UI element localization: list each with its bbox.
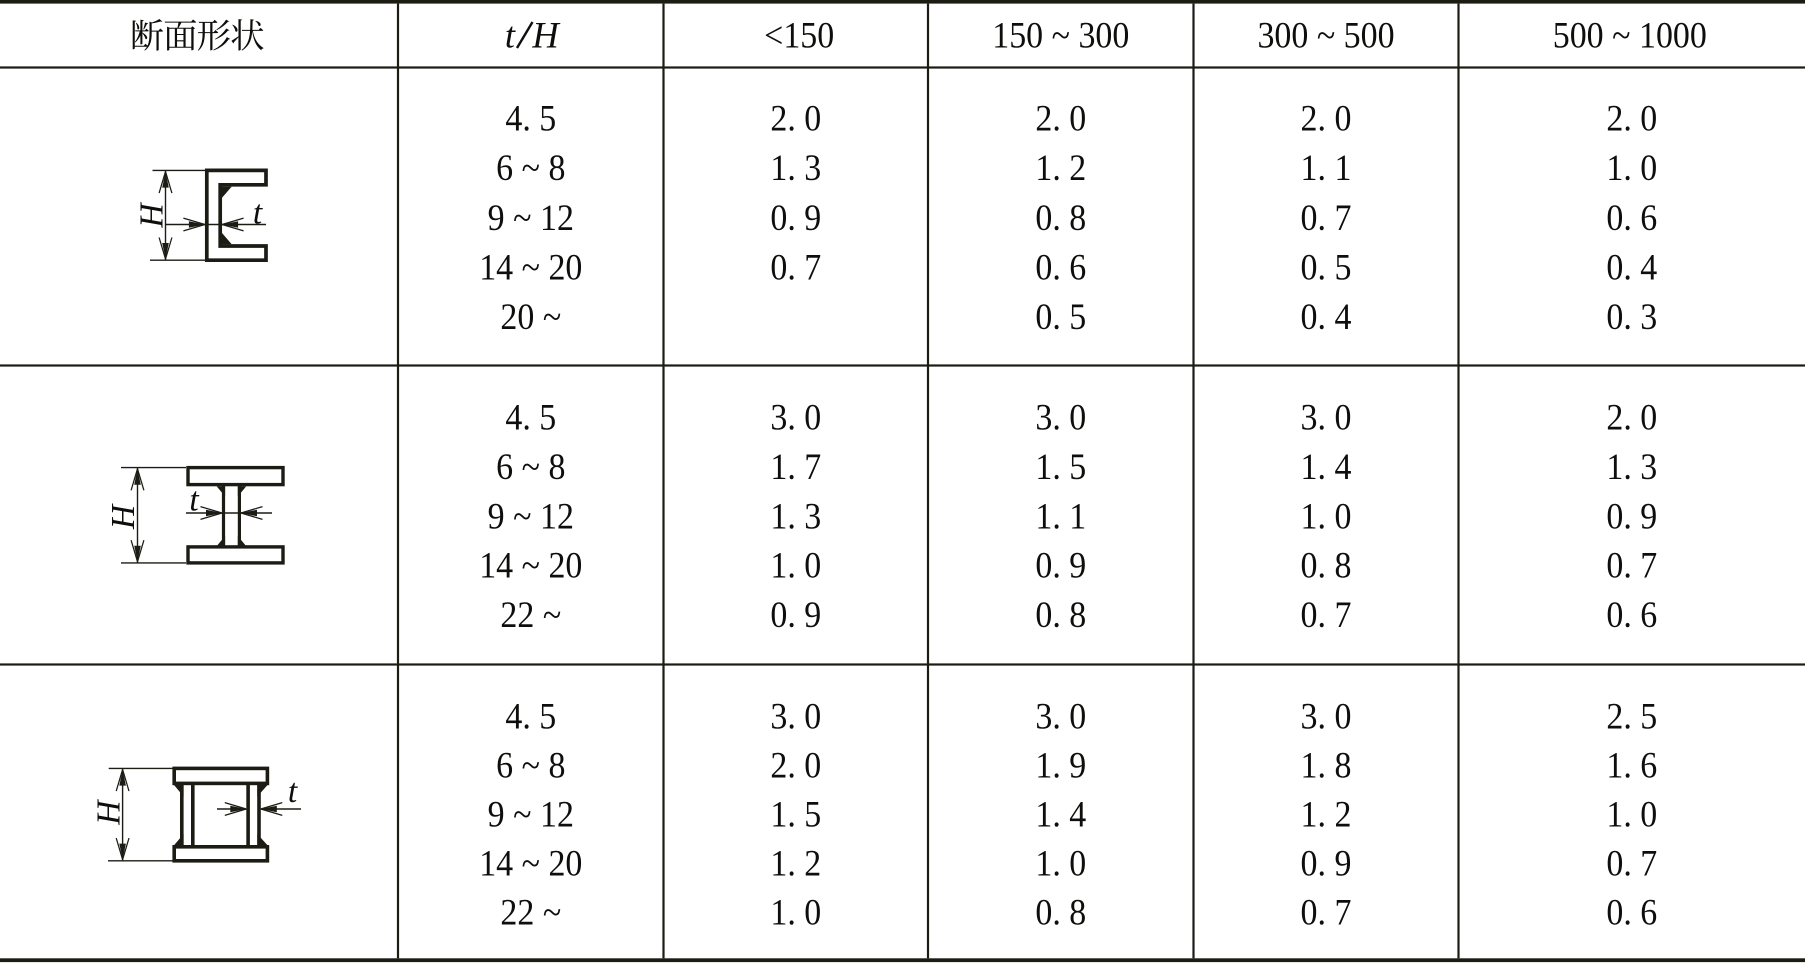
svg-text:1. 2: 1. 2 — [1035, 148, 1086, 188]
svg-text:14 ~ 20: 14 ~ 20 — [479, 843, 582, 883]
svg-text:0. 6: 0. 6 — [1035, 247, 1086, 287]
svg-text:1. 3: 1. 3 — [1606, 447, 1657, 487]
svg-text:3. 0: 3. 0 — [1035, 696, 1086, 736]
svg-text:t: t — [189, 482, 199, 519]
svg-text:2. 0: 2. 0 — [1035, 98, 1086, 138]
svg-text:2. 0: 2. 0 — [1301, 98, 1352, 138]
svg-text:0. 8: 0. 8 — [1035, 892, 1086, 932]
svg-text:1. 3: 1. 3 — [770, 148, 821, 188]
svg-text:3. 0: 3. 0 — [1301, 696, 1352, 736]
svg-text:2. 0: 2. 0 — [1606, 98, 1657, 138]
svg-text:t: t — [253, 195, 263, 232]
svg-text:4. 5: 4. 5 — [505, 98, 556, 138]
svg-text:3. 0: 3. 0 — [1301, 397, 1352, 437]
svg-text:2. 0: 2. 0 — [770, 745, 821, 785]
svg-text:0. 4: 0. 4 — [1301, 297, 1352, 337]
svg-text:300 ~ 500: 300 ~ 500 — [1257, 15, 1394, 55]
svg-text:6 ~ 8: 6 ~ 8 — [496, 148, 565, 188]
svg-text:1. 3: 1. 3 — [770, 496, 821, 536]
svg-text:t: t — [288, 773, 298, 810]
svg-text:500 ~ 1000: 500 ~ 1000 — [1553, 15, 1707, 55]
svg-text:9 ~ 12: 9 ~ 12 — [488, 794, 574, 834]
svg-text:1. 0: 1. 0 — [770, 892, 821, 932]
svg-text:t: t — [505, 15, 516, 56]
svg-text:20 ~: 20 ~ — [500, 297, 561, 337]
svg-text:6 ~ 8: 6 ~ 8 — [496, 447, 565, 487]
svg-text:0. 6: 0. 6 — [1606, 595, 1657, 635]
svg-text:0. 7: 0. 7 — [1301, 595, 1352, 635]
svg-text:1. 8: 1. 8 — [1301, 745, 1352, 785]
svg-text:2. 5: 2. 5 — [1606, 696, 1657, 736]
svg-text:1. 1: 1. 1 — [1035, 496, 1086, 536]
svg-text:1. 4: 1. 4 — [1301, 447, 1352, 487]
svg-text:1. 0: 1. 0 — [1035, 843, 1086, 883]
svg-text:6 ~ 8: 6 ~ 8 — [496, 745, 565, 785]
svg-text:3. 0: 3. 0 — [770, 696, 821, 736]
svg-text:0. 9: 0. 9 — [1301, 843, 1352, 883]
svg-text:H: H — [134, 202, 171, 229]
svg-text:1. 6: 1. 6 — [1606, 745, 1657, 785]
svg-text:0. 6: 0. 6 — [1606, 892, 1657, 932]
svg-text:1. 7: 1. 7 — [770, 447, 821, 487]
svg-text:3. 0: 3. 0 — [770, 397, 821, 437]
svg-text:0. 8: 0. 8 — [1301, 545, 1352, 585]
svg-text:3. 0: 3. 0 — [1035, 397, 1086, 437]
svg-text:0. 5: 0. 5 — [1301, 247, 1352, 287]
svg-text:0. 9: 0. 9 — [1035, 545, 1086, 585]
svg-text:14 ~ 20: 14 ~ 20 — [479, 545, 582, 585]
svg-text:0. 9: 0. 9 — [1606, 496, 1657, 536]
svg-text:1. 5: 1. 5 — [770, 794, 821, 834]
svg-text:1. 0: 1. 0 — [1606, 794, 1657, 834]
svg-text:0. 7: 0. 7 — [1606, 843, 1657, 883]
svg-text:150 ~ 300: 150 ~ 300 — [992, 15, 1129, 55]
svg-text:0. 7: 0. 7 — [1301, 892, 1352, 932]
svg-text:0. 4: 0. 4 — [1606, 247, 1657, 287]
svg-text:2. 0: 2. 0 — [770, 98, 821, 138]
svg-text:0. 8: 0. 8 — [1035, 198, 1086, 238]
svg-text:0. 7: 0. 7 — [1606, 545, 1657, 585]
svg-text:H: H — [531, 15, 560, 56]
svg-text:1. 0: 1. 0 — [1301, 496, 1352, 536]
svg-text:22 ~: 22 ~ — [500, 892, 561, 932]
svg-text:H: H — [105, 503, 142, 530]
svg-text:1. 2: 1. 2 — [770, 843, 821, 883]
svg-text:<150: <150 — [764, 15, 834, 55]
svg-text:1. 2: 1. 2 — [1301, 794, 1352, 834]
svg-text:0. 9: 0. 9 — [770, 198, 821, 238]
svg-text:9 ~ 12: 9 ~ 12 — [488, 496, 574, 536]
svg-text:9 ~ 12: 9 ~ 12 — [488, 198, 574, 238]
svg-text:1. 0: 1. 0 — [770, 545, 821, 585]
svg-text:1. 5: 1. 5 — [1035, 447, 1086, 487]
svg-text:0. 7: 0. 7 — [1301, 198, 1352, 238]
svg-text:1. 4: 1. 4 — [1035, 794, 1086, 834]
svg-text:0. 3: 0. 3 — [1606, 297, 1657, 337]
svg-text:1. 1: 1. 1 — [1301, 148, 1352, 188]
svg-text:14 ~ 20: 14 ~ 20 — [479, 247, 582, 287]
svg-text:H: H — [91, 799, 128, 826]
svg-text:0. 6: 0. 6 — [1606, 198, 1657, 238]
svg-text:0. 9: 0. 9 — [770, 595, 821, 635]
svg-text:1. 0: 1. 0 — [1606, 148, 1657, 188]
svg-text:4. 5: 4. 5 — [505, 397, 556, 437]
svg-text:0. 7: 0. 7 — [770, 247, 821, 287]
svg-text:4. 5: 4. 5 — [505, 696, 556, 736]
svg-text:0. 8: 0. 8 — [1035, 595, 1086, 635]
svg-text:0. 5: 0. 5 — [1035, 297, 1086, 337]
svg-text:22 ~: 22 ~ — [500, 595, 561, 635]
svg-text:2. 0: 2. 0 — [1606, 397, 1657, 437]
svg-text:1. 9: 1. 9 — [1035, 745, 1086, 785]
